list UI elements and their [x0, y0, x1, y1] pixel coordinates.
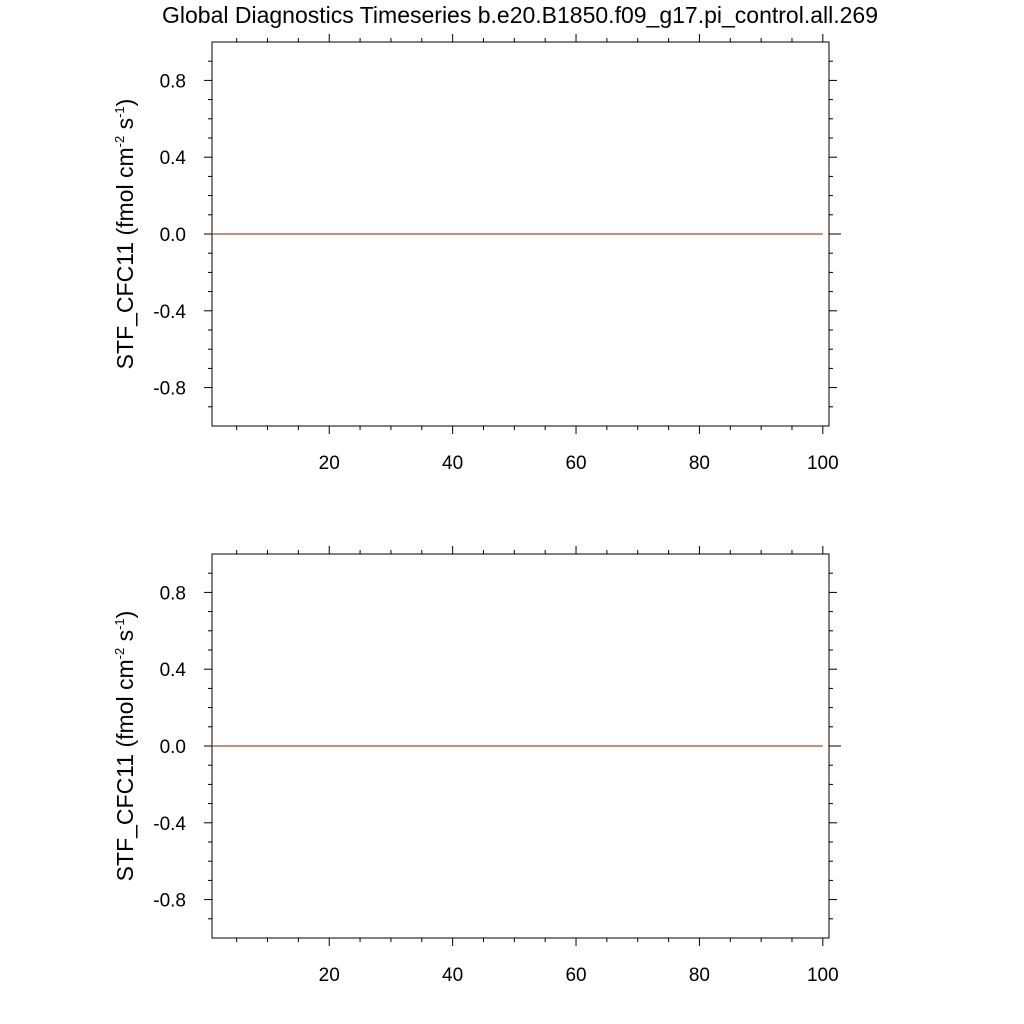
x-tick-label: 60 — [565, 453, 586, 474]
x-tick-label: 100 — [807, 453, 839, 474]
y-tick-label: -0.8 — [153, 891, 186, 912]
x-tick-label: 100 — [807, 965, 839, 986]
y-axis-label: STF_CFC11 (fmol cm-2 s-1) — [112, 611, 138, 882]
y-tick-label: 0.4 — [160, 148, 187, 169]
y-tick-label: -0.4 — [153, 814, 186, 835]
y-axis-label-part: -2 — [112, 136, 127, 148]
x-tick-label: 20 — [319, 965, 340, 986]
y-tick-label: 0.0 — [160, 225, 186, 246]
x-tick-label: 20 — [319, 453, 340, 474]
y-axis-label-part: -1 — [112, 618, 127, 630]
y-tick-label: 0.0 — [160, 737, 186, 758]
y-axis-label-part: ) — [112, 99, 138, 107]
x-tick-label: 80 — [689, 965, 710, 986]
x-tick-label: 60 — [565, 965, 586, 986]
y-axis-label-part: s — [112, 118, 138, 136]
page-title: Global Diagnostics Timeseries b.e20.B185… — [162, 2, 878, 28]
y-axis-label-part: STF_CFC11 (fmol cm — [112, 147, 138, 369]
x-tick-label: 80 — [689, 453, 710, 474]
y-tick-label: -0.4 — [153, 302, 186, 323]
y-tick-label: 0.4 — [160, 660, 187, 681]
y-axis-label-part: STF_CFC11 (fmol cm — [112, 659, 138, 881]
y-axis-label-part: ) — [112, 611, 138, 619]
x-tick-label: 40 — [442, 965, 463, 986]
y-axis-label-part: -1 — [112, 106, 127, 118]
y-axis-label-part: s — [112, 630, 138, 648]
x-tick-label: 40 — [442, 453, 463, 474]
y-tick-label: -0.8 — [153, 379, 186, 400]
y-axis-label-part: -2 — [112, 648, 127, 660]
y-tick-label: 0.8 — [160, 71, 186, 92]
bottom-panel: 20 40 60 80 100 -0.8 -0.4 0.0 0.4 0.8 STF_CFC11 (f… — [112, 546, 841, 986]
y-axis-label: STF_CFC11 (fmol cm-2 s-1) — [112, 99, 138, 370]
top-panel: 20 40 60 80 100 -0.8 -0.4 0.0 0.4 0.8 STF_CFC11 (f… — [112, 34, 841, 474]
y-tick-label: 0.8 — [160, 583, 186, 604]
